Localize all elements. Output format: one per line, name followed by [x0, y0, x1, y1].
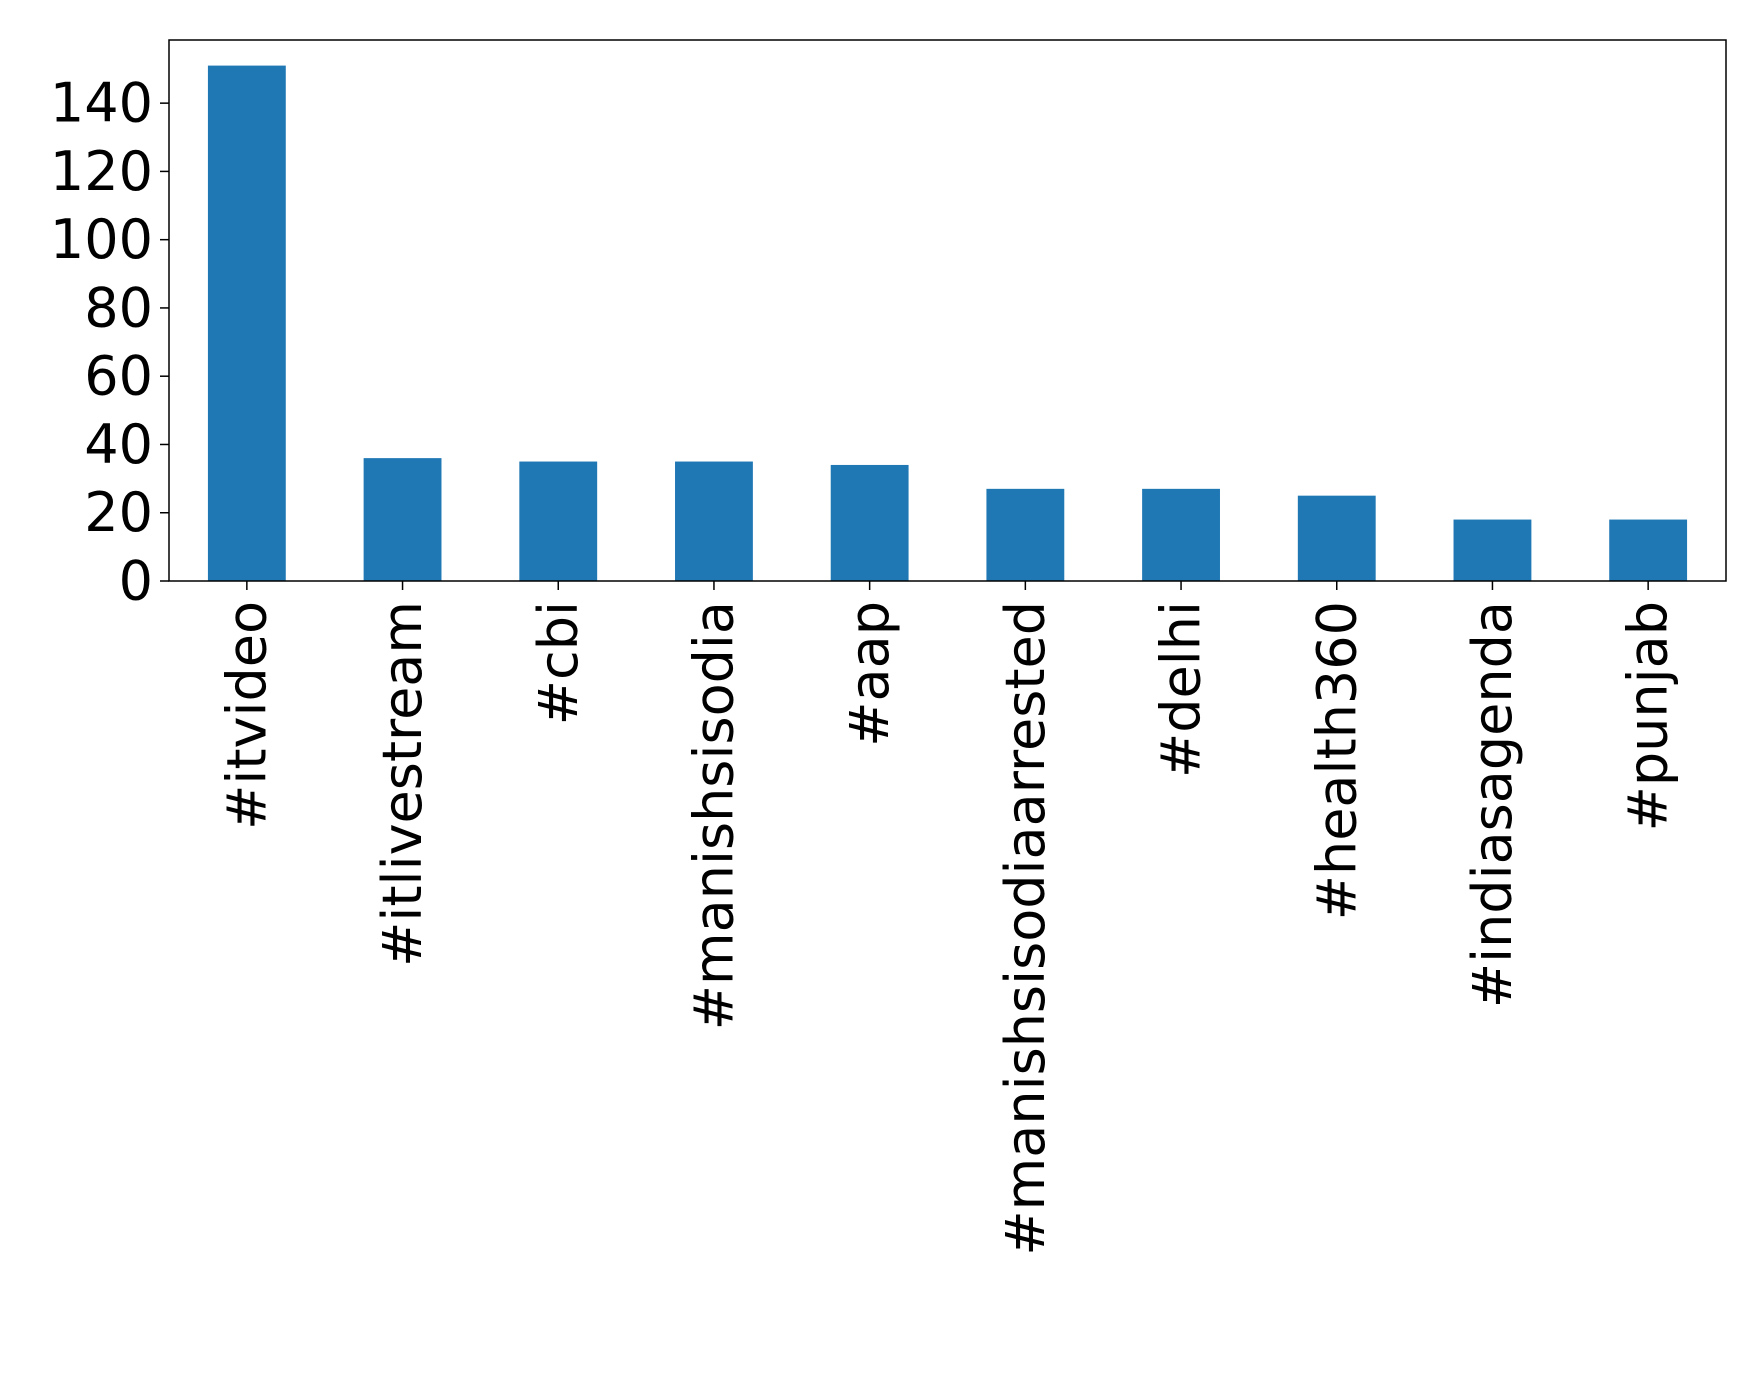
y-tick-label: 0: [119, 550, 153, 613]
y-tick-label: 20: [84, 481, 153, 544]
bar-aap: [830, 464, 909, 581]
x-axis-ticks: #itvideo #itlivestream #cbi #manishsisodia #…: [215, 581, 1680, 1256]
bars-group: [207, 65, 1688, 581]
x-tick-label: #aap: [838, 601, 901, 747]
bar-indiasagenda: [1453, 519, 1532, 581]
bar-cbi: [519, 461, 598, 581]
bar-punjab: [1609, 519, 1688, 581]
y-tick-label: 40: [84, 413, 153, 476]
x-tick-label: #indiasagenda: [1461, 601, 1524, 1008]
y-tick-label: 80: [84, 276, 153, 339]
bar-itvideo: [207, 65, 286, 581]
bar-delhi: [1142, 488, 1220, 581]
x-tick-label: #manishsisodiaarrested: [994, 601, 1057, 1256]
y-tick-label: 120: [50, 140, 153, 203]
y-tick-label: 100: [50, 208, 153, 271]
x-tick-label: #cbi: [527, 601, 590, 725]
x-tick-label: #punjab: [1617, 601, 1680, 831]
y-tick-label: 140: [50, 72, 153, 135]
x-tick-label: #itvideo: [215, 601, 278, 830]
x-tick-label: #delhi: [1150, 601, 1213, 778]
x-tick-label: #manishsisodia: [682, 601, 745, 1030]
bar-manishsisodiaarrested: [986, 488, 1065, 581]
x-tick-label: #health360: [1305, 601, 1368, 920]
bar-manishsisodia: [675, 461, 753, 581]
bar-health360: [1297, 495, 1376, 581]
y-tick-label: 60: [84, 345, 153, 408]
plot-frame: [168, 39, 1727, 582]
x-tick-label: #itlivestream: [371, 601, 434, 967]
bar-itlivestream: [363, 458, 442, 581]
